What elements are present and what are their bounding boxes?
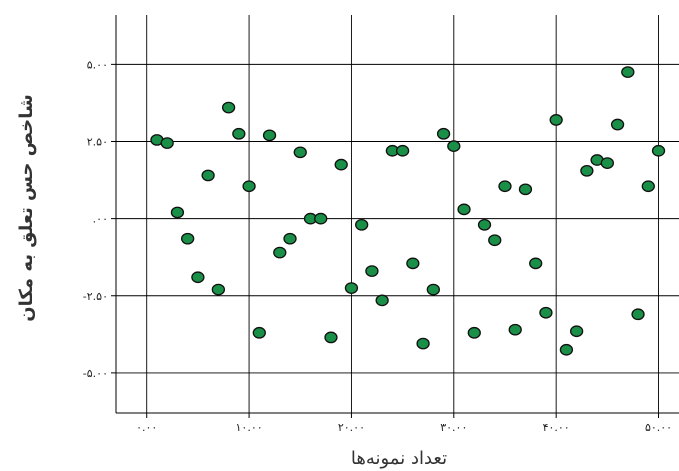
data-point bbox=[252, 326, 266, 339]
data-point bbox=[283, 232, 297, 245]
data-point bbox=[211, 283, 226, 296]
data-point bbox=[426, 283, 440, 296]
data-point bbox=[201, 169, 215, 182]
y-tick-label: ۲.۵۰ bbox=[87, 135, 108, 148]
x-tick-label: ۵۰.۰۰ bbox=[645, 421, 672, 434]
x-tick-label: ۳۰.۰۰ bbox=[440, 421, 467, 434]
data-points bbox=[150, 66, 666, 356]
data-point bbox=[160, 137, 174, 149]
data-point bbox=[395, 144, 410, 157]
y-tick-label: ۵.۰۰ bbox=[87, 58, 108, 71]
data-point bbox=[181, 232, 195, 245]
data-point bbox=[610, 118, 625, 131]
y-tick-label: -۲.۵۰ bbox=[83, 290, 108, 303]
tick-layer: ۰.۰۰ ۱۰.۰۰ ۲۰.۰۰ ۳۰.۰۰ ۴۰.۰۰ ۵۰.۰۰ ۵.۰۰ ۲.۵۰ .۰۰… bbox=[83, 58, 672, 434]
data-point bbox=[324, 331, 338, 344]
data-point bbox=[641, 180, 655, 193]
data-point bbox=[508, 323, 522, 336]
data-point bbox=[549, 114, 563, 126]
data-point bbox=[488, 234, 502, 247]
data-point bbox=[365, 265, 379, 277]
data-point bbox=[416, 337, 430, 350]
x-tick-label: ۲۰.۰۰ bbox=[338, 421, 365, 434]
data-point bbox=[436, 127, 451, 140]
data-point bbox=[232, 127, 246, 140]
data-point bbox=[518, 183, 533, 196]
data-point bbox=[559, 343, 574, 356]
data-point bbox=[529, 257, 543, 270]
data-point bbox=[273, 246, 287, 259]
data-point bbox=[334, 158, 348, 171]
data-point bbox=[170, 206, 185, 219]
data-point bbox=[375, 294, 389, 307]
data-point bbox=[457, 203, 471, 216]
data-point bbox=[242, 180, 256, 193]
y-tick-label: -۵.۰۰ bbox=[83, 367, 108, 380]
data-point bbox=[477, 218, 492, 231]
data-point bbox=[651, 144, 666, 157]
data-point bbox=[631, 308, 645, 321]
data-point bbox=[406, 257, 420, 270]
data-point bbox=[580, 164, 594, 177]
plot-area bbox=[116, 15, 679, 413]
x-tick-label: ۰.۰۰ bbox=[136, 421, 157, 434]
y-axis-label: شاخص حس تعلق به مکان bbox=[16, 94, 37, 321]
data-point bbox=[467, 326, 481, 339]
grid-layer bbox=[116, 15, 679, 413]
data-point bbox=[314, 212, 328, 225]
data-point bbox=[262, 129, 277, 142]
data-point bbox=[498, 180, 512, 193]
data-point bbox=[355, 218, 369, 231]
data-point bbox=[293, 146, 307, 159]
data-point bbox=[447, 140, 461, 152]
data-point bbox=[600, 157, 614, 169]
x-tick-label: ۱۰.۰۰ bbox=[236, 421, 263, 434]
x-axis-label: تعداد نمونه‌ها bbox=[351, 448, 447, 469]
data-point bbox=[221, 101, 236, 114]
data-point bbox=[539, 306, 553, 319]
y-tick-label: .۰۰ bbox=[93, 213, 108, 226]
data-point bbox=[569, 325, 584, 338]
data-point bbox=[191, 271, 205, 284]
data-point bbox=[344, 282, 359, 294]
data-point bbox=[621, 66, 635, 78]
x-tick-label: ۴۰.۰۰ bbox=[543, 421, 570, 434]
